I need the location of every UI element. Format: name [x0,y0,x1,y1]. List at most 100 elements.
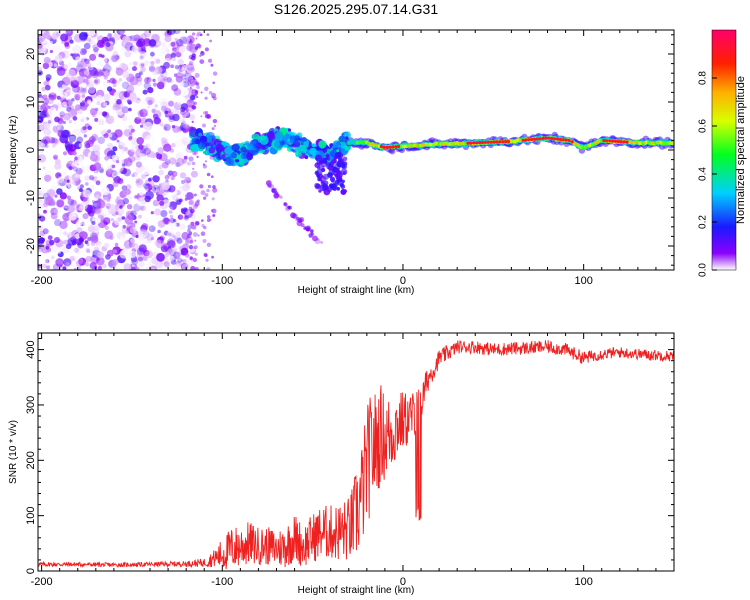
heatmap-cell [340,184,346,190]
heatmap-cell [63,171,67,176]
snr-panel: -200 -100 0 100 0 100 200 300 400 Height of stra… [8,332,675,596]
heatmap-cell [81,94,86,98]
heatmap-cell [177,101,181,105]
heatmap-cell [119,63,129,72]
heatmap-cell [303,141,309,147]
heatmap-cell [93,70,99,77]
colorbar: 0.0 0.2 0.4 0.6 0.8 Normalized spectral ampl… [698,29,747,277]
heatmap-cell [303,226,307,229]
heatmap-cell [158,32,164,38]
heatmap-cell [137,99,141,103]
heatmap-cell [114,217,122,226]
heatmap-cell [46,265,50,270]
heatmap-cell [113,172,117,177]
heatmap-cell [193,101,197,106]
heatmap-cell [148,225,156,233]
heatmap-cell [155,69,159,73]
heatmap-cell [52,222,59,230]
heatmap-cell [51,33,59,40]
heatmap-cell [139,55,144,60]
heatmap-cell [175,162,181,168]
heatmap-cell [157,220,166,228]
heatmap-cell [420,143,424,147]
heatmap-cell [48,94,54,100]
heatmap-cell [116,99,122,105]
heatmap-cell [211,255,215,259]
heatmap-cell [53,156,58,160]
heatmap-cell [96,95,104,102]
heatmap-cell [45,112,50,116]
heatmap-cell [211,175,214,178]
heatmap-cell [72,80,79,87]
heatmap-cell [118,78,123,82]
heatmap-cell [147,105,151,109]
heatmap-cell [43,128,51,136]
heatmap-cell [38,198,42,202]
heatmap-cell [98,214,102,219]
heatmap-cell [131,242,139,251]
heatmap-cell [211,197,215,201]
heatmap-cell [96,101,101,106]
colorbar-ticks: 0.0 0.2 0.4 0.6 0.8 [698,71,717,277]
heatmap-cell [186,63,195,71]
heatmap-cell [116,80,121,85]
heatmap-cell [137,201,142,206]
heatmap-cell [115,211,119,215]
heatmap-cell [52,44,62,53]
heatmap-cell [43,47,47,51]
colorbar-tick-label: 0.2 [698,215,709,229]
heatmap-cell [170,41,176,47]
heatmap-cell [81,82,87,88]
heatmap-cell [181,119,186,123]
heatmap-cell [145,190,154,200]
heatmap-cell [44,170,54,179]
heatmap-cell [62,120,66,125]
heatmap-cell [182,259,187,264]
heatmap-cell [84,247,93,256]
heatmap-cell [51,266,57,270]
heatmap-cell [104,147,113,157]
heatmap-cell [173,171,178,176]
heatmap-cell [111,67,116,72]
heatmap-cell [69,39,74,44]
heatmap-cell [67,225,73,232]
heatmap-cell [38,200,46,209]
heatmap-cell [112,249,118,254]
heatmap-cell [206,242,212,247]
heatmap-cell [53,63,58,67]
heatmap-cell [154,44,158,48]
heatmap-cell [89,175,95,181]
heatmap-cell [63,239,69,245]
heatmap-cell [161,181,171,191]
heatmap-cell [191,79,197,86]
heatmap-cell [189,256,193,260]
heatmap-cell [530,137,534,142]
heatmap-cell [121,106,129,114]
heatmap-cell [188,245,194,250]
heatmap-cell [150,56,154,60]
heatmap-cell [143,81,152,90]
heatmap-cell [58,120,64,126]
heatmap-cell [154,163,160,169]
heatmap-cell [206,188,210,193]
heatmap-cell [119,236,124,241]
heatmap-cell [596,140,600,144]
heatmap-cell [43,80,50,87]
heatmap-cell [170,176,175,181]
heatmap-cell [129,76,139,86]
heatmap-cell [120,96,124,100]
heatmap-cell [544,136,548,140]
heatmap-cell [76,136,84,144]
heatmap-cell [93,51,99,56]
snr-line [38,339,674,570]
heatmap-cell [524,138,528,142]
heatmap-cell [175,219,180,224]
heatmap-cell [167,30,176,35]
heatmap-cell [79,201,88,210]
heatmap-cell [135,178,143,186]
heatmap-cell [66,71,75,80]
heatmap-cell [72,166,78,172]
spectrogram-y-axis-label: Frequency (Hz) [8,116,19,185]
heatmap-cell [131,267,136,270]
heatmap-cell [120,47,125,52]
